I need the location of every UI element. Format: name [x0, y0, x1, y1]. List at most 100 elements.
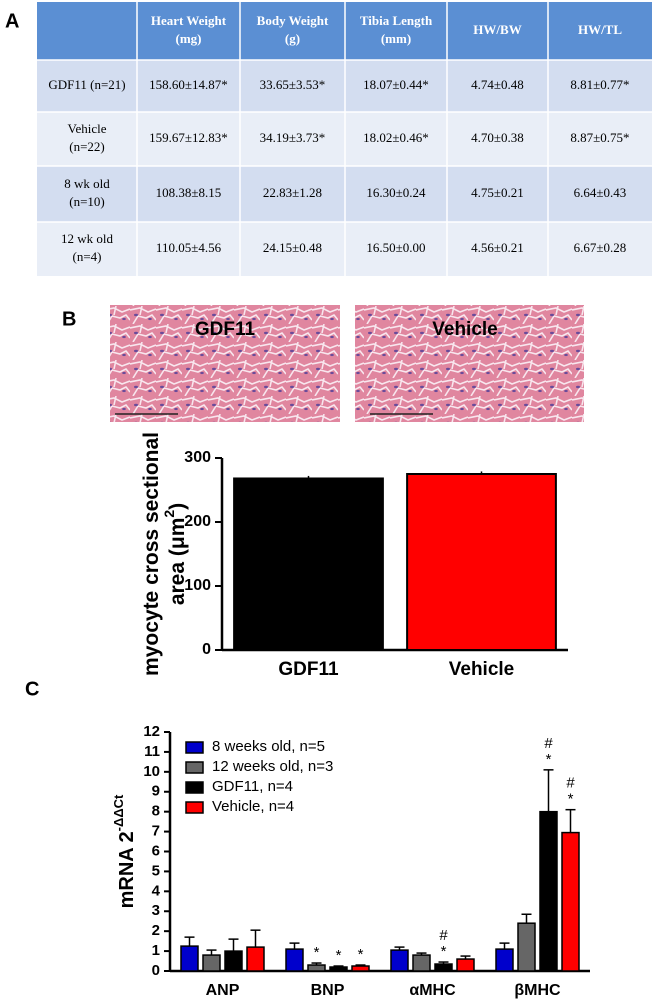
table-cell: 159.67±12.83* [149, 130, 228, 145]
table-cell: 6.64±0.43 [574, 185, 627, 200]
significance-mark: * [441, 943, 447, 960]
row-label: Vehicle [68, 121, 107, 136]
panel-label: C [25, 678, 39, 700]
y-tick-label: 200 [184, 513, 211, 530]
image-label: GDF11 [195, 319, 256, 340]
y-axis-label-sup: 2 [161, 510, 177, 518]
y-axis-label-tail: ) [166, 503, 189, 510]
image-label: Vehicle [432, 319, 498, 340]
table-header: (mg) [176, 31, 202, 46]
bar [434, 963, 453, 972]
legend-label: 12 weeks old, n=3 [212, 758, 333, 775]
y-tick-label: 12 [143, 723, 160, 740]
y-axis-label-base: mRNA 2 [116, 831, 138, 908]
error-bar [184, 936, 195, 947]
error-bar [499, 942, 510, 950]
y-axis-label-line: myocyte cross sectional [140, 432, 163, 676]
significance-mark: * [568, 791, 574, 808]
error-bar [206, 949, 217, 956]
y-axis-label: myocyte cross sectional area (μm2) [140, 432, 189, 676]
bar [406, 473, 557, 651]
table-cell: 108.38±8.15 [156, 185, 222, 200]
bar [517, 922, 536, 972]
bar [539, 810, 558, 972]
y-tick-label: 5 [152, 862, 160, 879]
significance-mark: * [358, 946, 364, 963]
bar [180, 945, 199, 972]
x-tick-label: Vehicle [449, 659, 515, 680]
y-axis-label-line: area (μm [166, 518, 189, 606]
x-tick-label: ANP [206, 982, 240, 999]
y-tick-label: 2 [152, 922, 160, 939]
bar [561, 831, 580, 972]
table-cell: 18.07±0.44* [363, 77, 429, 92]
table-header: Heart Weight [151, 13, 227, 28]
table-header: (mm) [381, 31, 411, 46]
table-cell: 34.19±3.73* [260, 130, 326, 145]
x-tick-label: βMHC [514, 982, 561, 999]
y-axis-label: mRNA 2-ΔΔCt [111, 794, 138, 908]
y-tick-label: 11 [144, 743, 160, 760]
row-label: 12 wk old [61, 231, 114, 246]
significance-mark: * [546, 751, 552, 768]
table-cell: 158.60±14.87* [149, 77, 228, 92]
table-cell: 4.74±0.48 [471, 77, 524, 92]
table-cell: 4.56±0.21 [471, 240, 524, 255]
y-tick-label: 6 [152, 842, 160, 859]
histology-image [355, 305, 584, 422]
bar [329, 966, 348, 972]
significance-mark: # [566, 775, 575, 792]
histology-image [110, 305, 340, 422]
legend-swatch [185, 801, 204, 814]
y-tick-label: 8 [152, 803, 160, 820]
table-header: (g) [285, 31, 300, 46]
y-tick-label: 4 [152, 882, 161, 899]
legend-label: GDF11, n=4 [212, 778, 293, 795]
error-bar [565, 808, 576, 833]
table-cell: 110.05±4.56 [156, 240, 222, 255]
y-tick-label: 9 [152, 783, 160, 800]
y-tick-label: 0 [202, 641, 211, 658]
table-cell: 8.87±0.75* [570, 130, 629, 145]
x-tick-label: αMHC [409, 982, 456, 999]
y-tick-label: 1 [152, 942, 160, 959]
table-cell: 16.30±0.24 [366, 185, 426, 200]
error-bar [543, 769, 554, 812]
error-bar [250, 929, 261, 948]
table-cell: 18.02±0.46* [363, 130, 429, 145]
table-header: Tibia Length [360, 13, 433, 28]
row-label: GDF11 (n=21) [48, 77, 125, 92]
panel-label: B [62, 308, 76, 330]
table-header: HW/BW [473, 22, 521, 37]
bar [246, 946, 265, 972]
legend-swatch [185, 761, 204, 774]
table-cell: 6.67±0.28 [574, 240, 627, 255]
bar [390, 949, 409, 972]
bar [307, 964, 326, 972]
bar [224, 950, 243, 972]
y-tick-label: 3 [152, 902, 160, 919]
y-axis-label-sup: -ΔΔCt [111, 794, 126, 831]
significance-mark: # [439, 927, 448, 944]
bar [456, 958, 475, 972]
error-bar [228, 938, 239, 952]
panel-label: A [5, 10, 19, 32]
y-tick-label: 300 [184, 449, 211, 466]
table-cell: 4.75±0.21 [471, 185, 524, 200]
legend-label: 8 weeks old, n=5 [212, 738, 325, 755]
row-label: (n=4) [73, 249, 102, 264]
legend-swatch [185, 741, 204, 754]
table-cell: 22.83±1.28 [263, 185, 322, 200]
y-tick-label: 100 [184, 577, 211, 594]
error-bar [289, 942, 300, 950]
table-header: HW/TL [578, 22, 622, 37]
legend-label: Vehicle, n=4 [212, 798, 294, 815]
bar [285, 948, 304, 972]
legend-swatch [185, 781, 204, 794]
row-label: (n=22) [69, 139, 105, 154]
y-tick-label: 7 [152, 823, 160, 840]
significance-mark: # [544, 735, 553, 752]
row-label: (n=10) [69, 194, 105, 209]
table-cell: 24.15±0.48 [263, 240, 322, 255]
